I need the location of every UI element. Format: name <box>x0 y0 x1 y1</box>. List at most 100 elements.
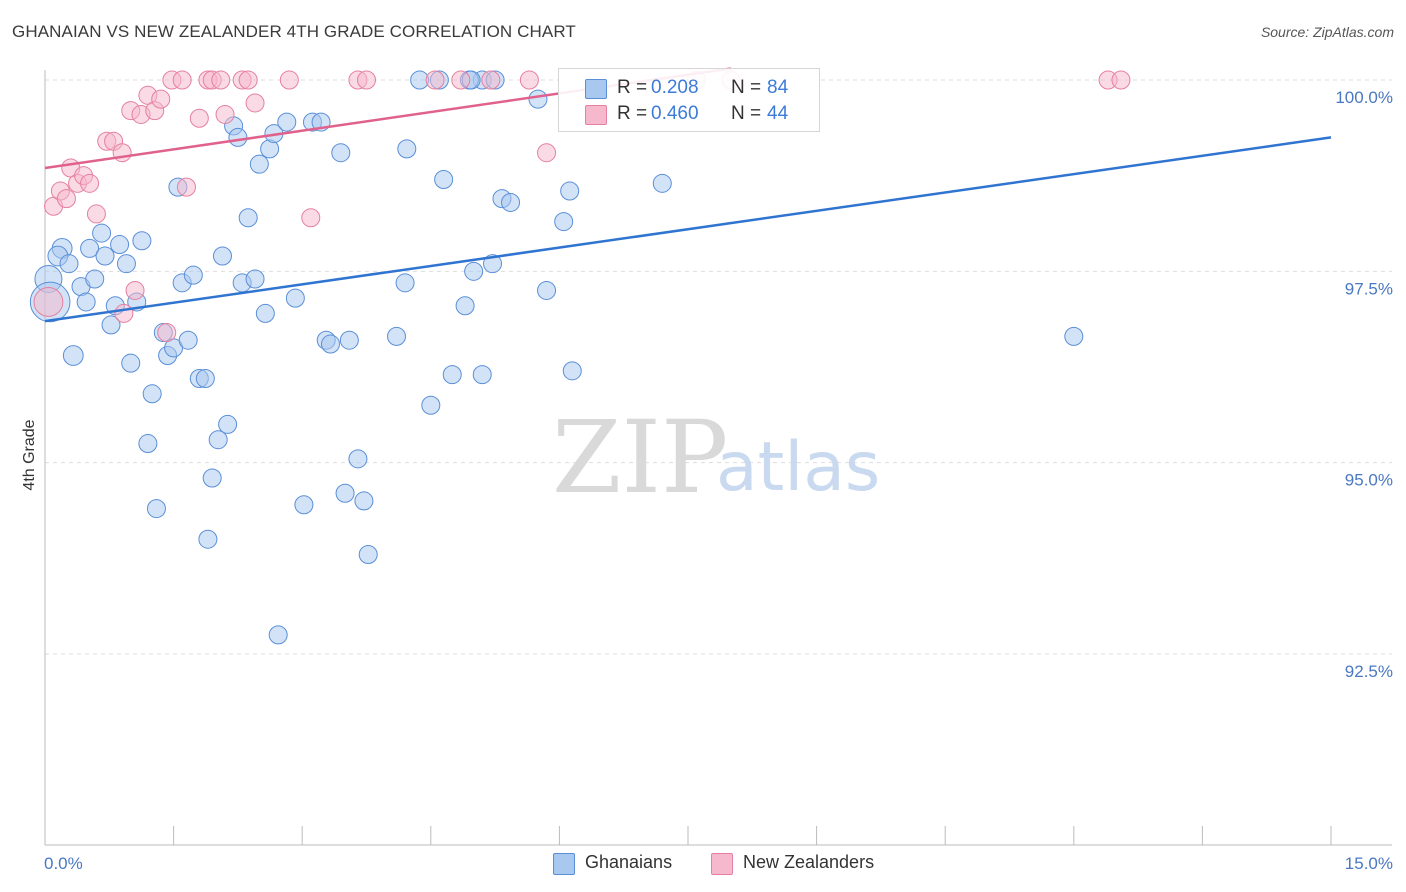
y-tick-label: 95.0% <box>1345 471 1393 490</box>
ghanaian-point <box>560 181 580 201</box>
ghanaian-point <box>255 303 275 323</box>
ghanaian-point <box>455 296 475 316</box>
new-zealander-point <box>157 323 177 343</box>
ghanaian-point <box>501 192 521 212</box>
ghanaian-point <box>652 173 672 193</box>
ghanaian-point <box>110 235 130 255</box>
ghanaian-point <box>101 315 121 335</box>
ghanaian-point <box>178 330 198 350</box>
ghanaian-point <box>249 154 269 174</box>
ghanaian-point <box>339 330 359 350</box>
ghanaian-point <box>1064 326 1084 346</box>
new-zealander-point <box>537 143 557 163</box>
ghanaian-point <box>554 212 574 232</box>
ghanaian-point <box>335 483 355 503</box>
new-zealander-point <box>176 177 196 197</box>
y-tick-labels: 92.5% 95.0% 97.5% 100.0% <box>1335 88 1393 681</box>
ghanaian-point <box>277 112 297 132</box>
new-zealander-point <box>189 108 209 128</box>
ghanaian-point <box>208 430 228 450</box>
ghanaian-point <box>395 273 415 293</box>
ghanaian-point <box>121 353 141 373</box>
legend-n-label: N = <box>731 77 762 98</box>
watermark-atlas: atlas <box>716 428 880 507</box>
ghanaian-point <box>397 139 417 159</box>
new-zealander-point <box>519 70 539 90</box>
ghanaian-point <box>218 414 238 434</box>
new-zealander-point <box>279 70 299 90</box>
new-zealander-point <box>172 70 192 90</box>
ghanaian-point <box>202 468 222 488</box>
ghanaian-point <box>331 143 351 163</box>
ghanaian-point <box>92 223 112 243</box>
new-zealander-point <box>80 173 100 193</box>
ghanaian-point <box>245 269 265 289</box>
x-tick-label: 0.0% <box>44 854 83 873</box>
new-zealander-point <box>238 70 258 90</box>
ghanaian-point <box>85 269 105 289</box>
ghanaian-point <box>268 625 288 645</box>
legend-n-value: 44 <box>767 103 789 124</box>
legend-r-value: 0.460 <box>651 103 699 124</box>
ghanaian-point <box>528 89 548 109</box>
ghanaian-point <box>132 231 152 251</box>
source-label: Source: ZipAtlas.com <box>1260 24 1394 40</box>
ghanaian-point <box>138 434 158 454</box>
ghanaian-point <box>80 238 100 258</box>
axes <box>44 70 1392 846</box>
new-zealander-point <box>56 189 76 209</box>
ghanaian-point <box>59 254 79 274</box>
ghanaian-point <box>354 491 374 511</box>
legend-r-label: R = <box>617 77 648 98</box>
watermark-zip: ZIP <box>552 399 728 516</box>
y-axis-label: 4th Grade <box>21 419 38 490</box>
ghanaian-point <box>198 529 218 549</box>
ghanaian-point <box>62 345 84 366</box>
new-zealander-point <box>425 70 445 90</box>
new-zealander-point <box>357 70 376 90</box>
x-tick-label: 15.0% <box>1345 854 1393 873</box>
ghanaian-point <box>95 246 115 266</box>
legend-r-label: R = <box>617 103 648 124</box>
legend-swatch-blue <box>585 79 607 99</box>
ghanaian-point <box>442 365 462 385</box>
new-zealander-point <box>151 89 171 109</box>
new-zealander-point <box>125 280 145 300</box>
ghanaian-point <box>387 326 407 346</box>
y-tick-label: 92.5% <box>1345 662 1393 681</box>
legend-swatch-pink <box>585 105 607 125</box>
ghanaian-point <box>146 499 166 519</box>
x-tick-labels: 0.0% 15.0% <box>44 854 1393 873</box>
new-zealander-point <box>451 70 471 90</box>
ghanaian-point <box>294 495 314 515</box>
grid-lines <box>45 79 1392 655</box>
new-zealander-point <box>1111 70 1131 90</box>
new-zealander-point <box>245 93 265 113</box>
new-zealander-point <box>114 303 134 323</box>
new-zealander-point <box>86 204 106 224</box>
ghanaian-point <box>228 127 248 147</box>
bottom-legend-label: New Zealanders <box>743 852 875 872</box>
new-zealander-point <box>301 208 321 228</box>
y-tick-label: 97.5% <box>1345 279 1393 298</box>
bottom-legend-swatch-blue <box>553 853 575 875</box>
ghanaian-point <box>76 292 96 312</box>
legend-n-value: 84 <box>767 77 789 98</box>
new-zealander-point <box>481 70 501 90</box>
new-zealander-point <box>33 287 64 317</box>
ghanaian-point <box>358 545 378 565</box>
chart-title: GHANAIAN VS NEW ZEALANDER 4TH GRADE CORR… <box>12 22 576 41</box>
stats-legend: R = 0.208 N = 84 R = 0.460 N = 44 <box>558 68 820 132</box>
bottom-legend-swatch-pink <box>711 853 733 875</box>
legend-r-value: 0.208 <box>651 77 699 98</box>
ghanaian-point <box>285 288 305 308</box>
ghanaian-point <box>183 265 203 285</box>
ghanaian-point <box>483 254 503 274</box>
ghanaian-point <box>434 169 454 189</box>
ghanaian-trend-line <box>44 136 1332 323</box>
ghanaian-point <box>472 365 492 385</box>
bottom-legend-label: Ghanaians <box>585 852 673 872</box>
new-zealander-point <box>211 70 231 90</box>
watermark: ZIP atlas <box>552 399 880 516</box>
